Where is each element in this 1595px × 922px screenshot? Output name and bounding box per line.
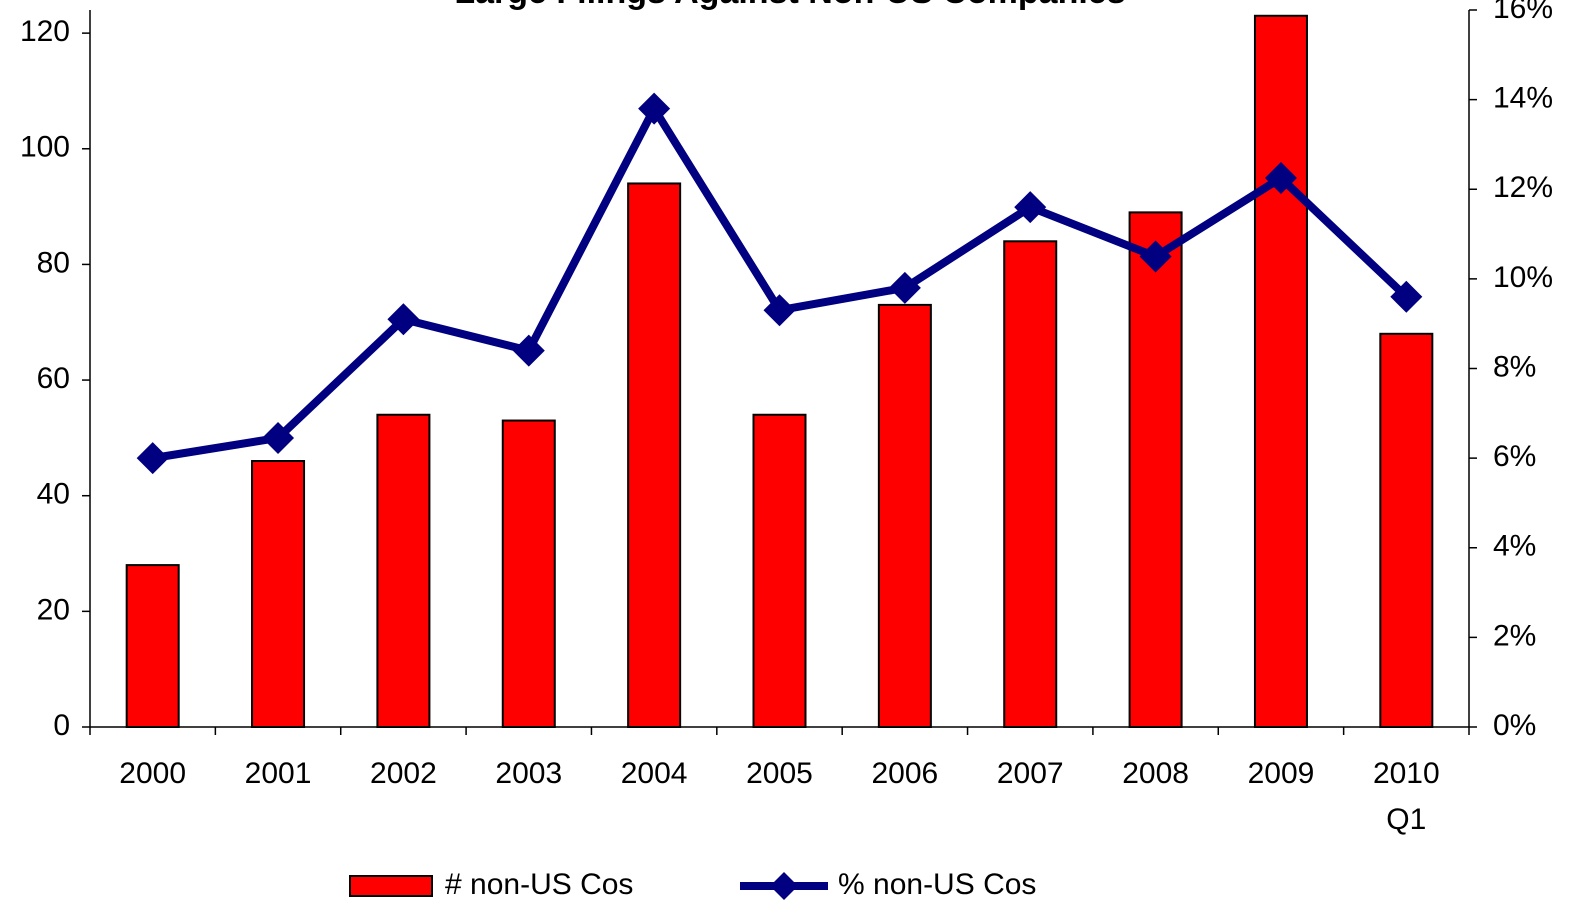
y2-tick-label: 14% xyxy=(1493,82,1553,115)
x-tick-label: 2003 xyxy=(495,757,562,790)
bar xyxy=(1128,211,1183,728)
y-tick-label: 20 xyxy=(37,593,70,626)
bar xyxy=(125,564,180,729)
y-tick-label: 80 xyxy=(37,246,70,279)
bar xyxy=(752,413,807,728)
y2-tick-label: 8% xyxy=(1493,350,1536,383)
y2-tick-label: 2% xyxy=(1493,619,1536,652)
x-tick-label: 2010 Q1 xyxy=(1373,757,1440,836)
x-tick-label: 2006 xyxy=(871,757,938,790)
y-tick-label: 0 xyxy=(53,709,70,742)
bar xyxy=(501,419,556,728)
marker xyxy=(1264,162,1297,195)
y2-tick-label: 16% xyxy=(1493,0,1553,25)
marker xyxy=(888,271,921,304)
bar xyxy=(251,460,306,728)
marker xyxy=(1014,191,1047,224)
bar xyxy=(627,182,682,729)
x-tick-label: 2000 xyxy=(119,757,186,790)
bar xyxy=(1379,332,1434,728)
bar xyxy=(1003,240,1058,729)
y2-tick-label: 12% xyxy=(1493,171,1553,204)
marker xyxy=(387,303,420,336)
marker xyxy=(1139,240,1172,273)
x-tick-label: 2002 xyxy=(370,757,437,790)
y2-tick-label: 4% xyxy=(1493,530,1536,563)
x-tick-label: 2004 xyxy=(621,757,688,790)
y-tick-label: 60 xyxy=(37,362,70,395)
y2-tick-label: 6% xyxy=(1493,440,1536,473)
x-tick-label: 2008 xyxy=(1122,757,1189,790)
marker xyxy=(763,294,796,327)
bar xyxy=(1253,14,1308,728)
x-tick-label: 2009 xyxy=(1248,757,1315,790)
x-tick-label: 2005 xyxy=(746,757,813,790)
y2-tick-label: 10% xyxy=(1493,261,1553,294)
marker xyxy=(512,334,545,367)
legend-label: # non-US Cos xyxy=(445,868,633,901)
y2-tick-label: 0% xyxy=(1493,709,1536,742)
legend-swatch xyxy=(349,875,433,897)
marker xyxy=(638,92,671,125)
bar xyxy=(376,413,431,728)
y-tick-label: 120 xyxy=(20,15,70,48)
x-tick-label: 2001 xyxy=(245,757,312,790)
y-tick-label: 100 xyxy=(20,131,70,164)
legend-marker xyxy=(770,872,798,900)
legend-label: % non-US Cos xyxy=(838,868,1036,901)
line xyxy=(152,104,1410,463)
chart-title: Large Filings Against Non-US Companies xyxy=(454,0,1125,11)
x-tick-label: 2007 xyxy=(997,757,1064,790)
marker xyxy=(1390,280,1423,313)
bar xyxy=(877,303,932,728)
marker xyxy=(262,421,295,454)
y-tick-label: 40 xyxy=(37,478,70,511)
marker xyxy=(136,442,169,475)
